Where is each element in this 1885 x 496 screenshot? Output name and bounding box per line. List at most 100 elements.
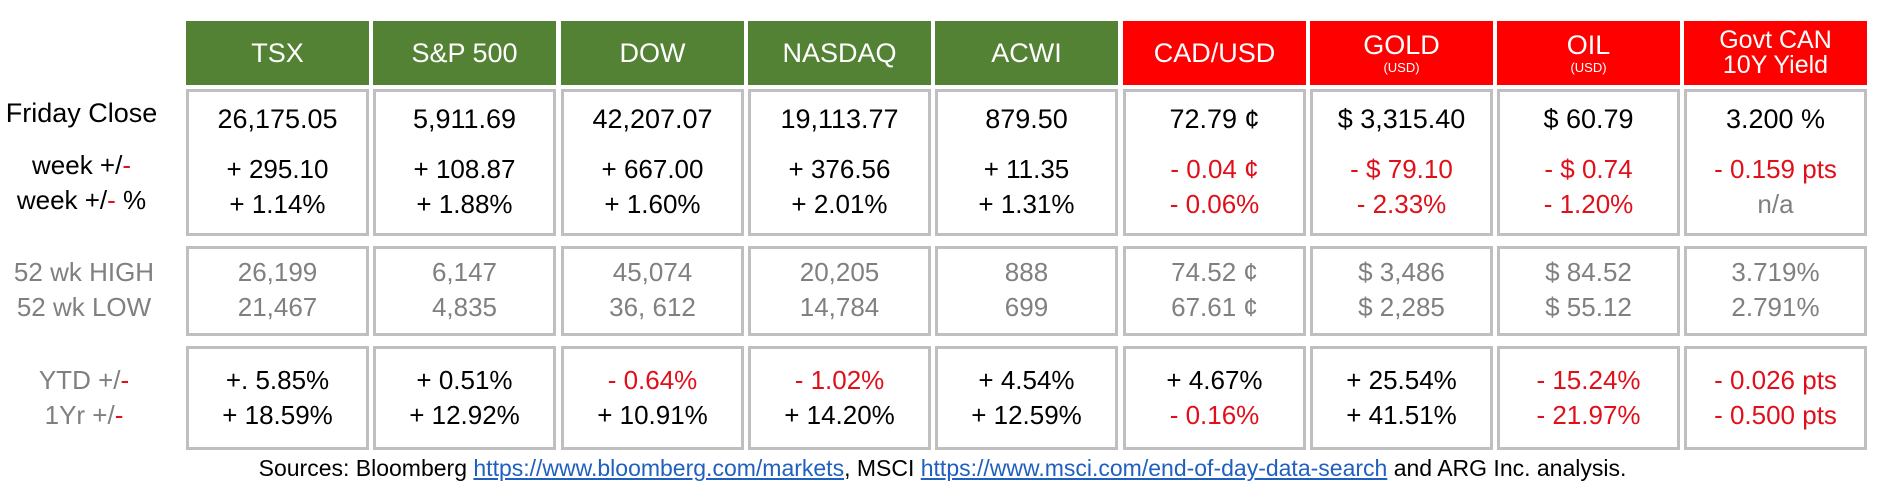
weekly-box-oil <box>1497 89 1680 236</box>
value-ytd-gold: + 25.54% <box>1346 365 1457 395</box>
header-sublabel: (USD) <box>1570 60 1607 76</box>
value-close-sp500: 5,911.69 <box>412 104 517 134</box>
value-week-govcan: - 0.159 pts <box>1714 154 1837 184</box>
weekly-box-cadusd <box>1123 89 1306 236</box>
header-gold: GOLD (USD) <box>1310 21 1493 85</box>
weekly-box-gold <box>1310 89 1493 236</box>
header-sublabel: (USD) <box>1383 60 1420 76</box>
msci-link[interactable]: https://www.msci.com/end-of-day-data-sea… <box>920 455 1388 481</box>
header-label-line2: 10Y Yield <box>1722 51 1829 79</box>
value-close-cadusd: 72.79 ¢ <box>1169 104 1260 134</box>
value-yr-govcan: - 0.500 pts <box>1714 400 1837 430</box>
row-label-ytd: YTD +/- <box>38 365 130 395</box>
value-yr-acwi: + 12.59% <box>971 400 1082 430</box>
header-label: GOLD <box>1363 30 1440 60</box>
value-yr-oil: - 21.97% <box>1536 400 1641 430</box>
header-govcan: Govt CAN 10Y Yield <box>1684 21 1867 85</box>
value-week-cadusd: - 0.04 ¢ <box>1170 154 1259 184</box>
value-yr-nasdaq: + 14.20% <box>784 400 895 430</box>
value-low-gold: $ 2,285 <box>1358 292 1445 322</box>
value-low-oil: $ 55.12 <box>1545 292 1632 322</box>
value-week-pct-tsx: + 1.14% <box>229 189 326 219</box>
value-yr-gold: + 41.51% <box>1346 400 1457 430</box>
value-ytd-acwi: + 4.54% <box>978 365 1075 395</box>
range-box-sp500 <box>373 246 556 336</box>
value-ytd-govcan: - 0.026 pts <box>1714 365 1837 395</box>
header-dow: DOW <box>561 21 744 85</box>
value-week-pct-gold: - 2.33% <box>1356 189 1447 219</box>
value-week-pct-govcan: n/a <box>1757 189 1794 219</box>
header-label: NASDAQ <box>782 37 897 68</box>
value-ytd-cadusd: + 4.67% <box>1166 365 1263 395</box>
value-week-tsx: + 295.10 <box>226 154 329 184</box>
returns-box-nasdaq <box>748 346 931 450</box>
weekly-box-tsx <box>186 89 369 236</box>
value-high-tsx: 26,199 <box>237 257 318 287</box>
returns-box-oil <box>1497 346 1680 450</box>
value-week-pct-dow: + 1.60% <box>604 189 701 219</box>
value-low-dow: 36, 612 <box>609 292 696 322</box>
value-week-acwi: + 11.35 <box>983 154 1070 184</box>
value-low-acwi: 699 <box>1004 292 1049 322</box>
range-box-gold <box>1310 246 1493 336</box>
header-label: OIL <box>1566 30 1611 60</box>
header-nasdaq: NASDAQ <box>748 21 931 85</box>
value-week-gold: - $ 79.10 <box>1350 154 1453 184</box>
value-ytd-dow: - 0.64% <box>607 365 698 395</box>
header-label: ACWI <box>991 37 1062 68</box>
value-week-pct-sp500: + 1.88% <box>416 189 513 219</box>
value-close-acwi: 879.50 <box>985 104 1068 134</box>
value-yr-cadusd: - 0.16% <box>1169 400 1260 430</box>
weekly-box-acwi <box>935 89 1118 236</box>
value-week-pct-oil: - 1.20% <box>1543 189 1634 219</box>
header-cadusd: CAD/USD <box>1123 21 1306 85</box>
value-week-dow: + 667.00 <box>601 154 704 184</box>
value-ytd-sp500: + 0.51% <box>416 365 513 395</box>
row-label-week-pct: week +/- % <box>16 185 147 215</box>
value-ytd-tsx: +. 5.85% <box>225 365 330 395</box>
weekly-box-govcan <box>1684 89 1867 236</box>
bloomberg-link[interactable]: https://www.bloomberg.com/markets <box>473 455 845 481</box>
range-box-cadusd <box>1123 246 1306 336</box>
value-low-nasdaq: 14,784 <box>799 292 880 322</box>
returns-box-dow <box>561 346 744 450</box>
header-sp500: S&P 500 <box>373 21 556 85</box>
value-close-tsx: 26,175.05 <box>217 104 338 134</box>
range-box-acwi <box>935 246 1118 336</box>
row-label-friday-close: Friday Close <box>5 98 158 128</box>
value-high-acwi: 888 <box>1004 257 1049 287</box>
value-close-dow: 42,207.07 <box>592 104 713 134</box>
value-close-govcan: 3.200 % <box>1725 104 1826 134</box>
weekly-box-dow <box>561 89 744 236</box>
value-high-gold: $ 3,486 <box>1358 257 1445 287</box>
value-ytd-nasdaq: - 1.02% <box>794 365 885 395</box>
value-week-pct-acwi: + 1.31% <box>978 189 1075 219</box>
row-label-week-change: week +/- <box>32 150 131 180</box>
value-low-govcan: 2.791% <box>1731 292 1820 322</box>
row-label-52wk-low: 52 wk LOW <box>16 292 152 322</box>
range-box-nasdaq <box>748 246 931 336</box>
value-week-pct-cadusd: - 0.06% <box>1169 189 1260 219</box>
header-label: Govt CAN <box>1719 26 1832 54</box>
sources-footer: Sources: Bloomberg https://www.bloomberg… <box>258 455 1627 481</box>
value-week-oil: - $ 0.74 <box>1544 154 1633 184</box>
value-ytd-oil: - 15.24% <box>1536 365 1641 395</box>
value-high-nasdaq: 20,205 <box>799 257 880 287</box>
weekly-box-nasdaq <box>748 89 931 236</box>
row-label-52wk-high: 52 wk HIGH <box>13 257 155 287</box>
value-close-oil: $ 60.79 <box>1543 104 1634 134</box>
row-label-1yr: 1Yr +/- <box>44 400 124 430</box>
value-low-sp500: 4,835 <box>431 292 498 322</box>
header-label: DOW <box>619 37 686 68</box>
range-box-oil <box>1497 246 1680 336</box>
value-high-govcan: 3.719% <box>1731 257 1820 287</box>
value-high-oil: $ 84.52 <box>1545 257 1632 287</box>
returns-box-gold <box>1310 346 1493 450</box>
returns-box-govcan <box>1684 346 1867 450</box>
returns-box-acwi <box>935 346 1118 450</box>
range-box-tsx <box>186 246 369 336</box>
value-high-dow: 45,074 <box>612 257 693 287</box>
value-low-cadusd: 67.61 ¢ <box>1171 292 1258 322</box>
returns-box-cadusd <box>1123 346 1306 450</box>
range-box-dow <box>561 246 744 336</box>
